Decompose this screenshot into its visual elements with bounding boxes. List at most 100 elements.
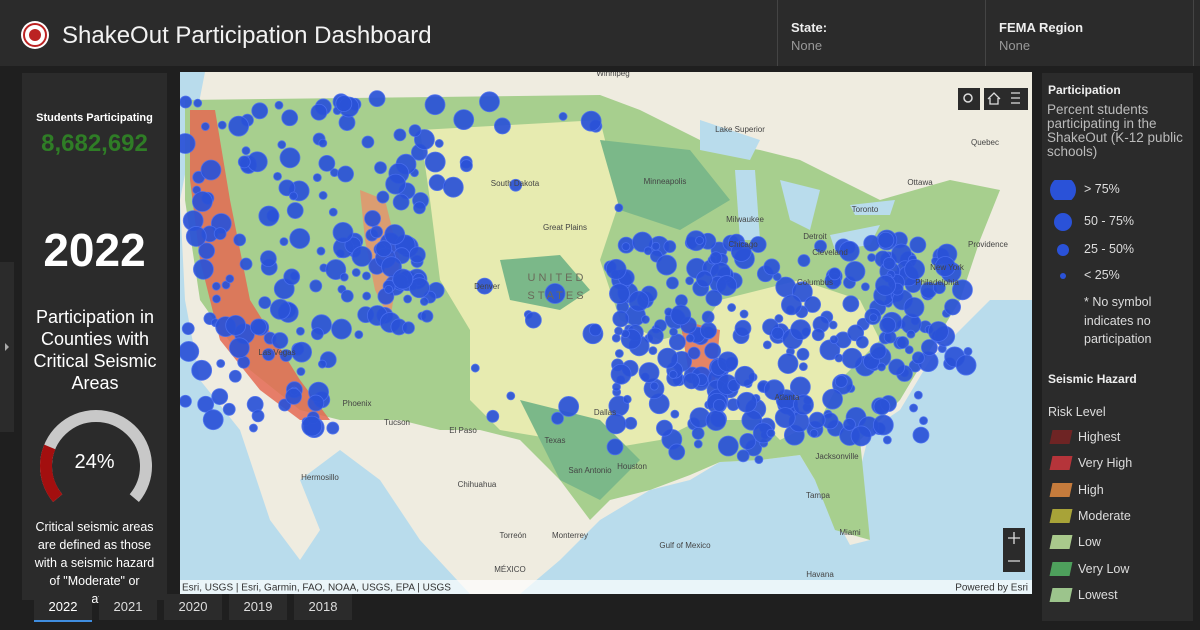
county-symbol [241, 146, 251, 156]
county-symbol [277, 140, 287, 150]
county-symbol [696, 270, 713, 288]
year-tab[interactable]: 2021 [99, 594, 157, 620]
county-symbol [850, 425, 872, 447]
county-symbol [362, 271, 371, 281]
county-symbol [863, 234, 881, 252]
map-label: Lake Superior [715, 125, 765, 134]
county-symbol [262, 348, 276, 361]
county-symbol [339, 272, 349, 282]
county-symbol [551, 411, 564, 425]
county-symbol [670, 304, 692, 326]
county-symbol [403, 294, 413, 304]
county-symbol [316, 246, 326, 256]
logo [21, 21, 49, 49]
hazard-swatch [1049, 508, 1073, 523]
county-symbol [766, 428, 776, 438]
county-symbol [246, 395, 264, 413]
county-symbol [610, 363, 632, 385]
county-symbol [251, 102, 269, 120]
county-symbol [717, 435, 739, 457]
fema-filter[interactable]: FEMA Region None [985, 0, 1194, 66]
county-symbol [225, 314, 247, 336]
students-label: Students Participating [36, 112, 153, 124]
county-symbol [781, 294, 802, 316]
seismic-title: Participation in Counties with Critical … [33, 307, 157, 393]
county-symbol [279, 237, 289, 247]
county-symbol [777, 353, 799, 374]
county-symbol [693, 439, 703, 449]
county-symbol [237, 155, 251, 169]
size-item: 25 - 50% [1042, 240, 1192, 260]
county-symbol [202, 409, 224, 431]
county-symbol [903, 297, 925, 318]
county-symbol [326, 421, 340, 435]
county-symbol [296, 367, 306, 376]
county-symbol [470, 363, 480, 373]
state-filter[interactable]: State: None [777, 0, 985, 66]
size-symbol [1050, 180, 1076, 200]
search-button[interactable] [958, 88, 980, 110]
legend-subtitle: Risk Level [1048, 405, 1106, 419]
map-label: Quebec [971, 138, 999, 147]
map-label: Monterrey [552, 531, 588, 540]
county-symbol [687, 346, 701, 360]
county-symbol [875, 274, 896, 296]
map-label: Houston [617, 462, 647, 471]
year-tab[interactable]: 2020 [164, 594, 222, 620]
county-symbol [393, 128, 407, 142]
county-symbol [291, 341, 313, 363]
hazard-label: Very Low [1078, 561, 1130, 576]
county-symbol [904, 345, 914, 355]
county-symbol [269, 298, 291, 320]
county-symbol [855, 335, 869, 349]
map-label: Tampa [806, 491, 831, 500]
county-symbol [913, 390, 923, 400]
county-symbol [351, 268, 361, 277]
county-symbol [384, 224, 406, 245]
county-symbol [233, 233, 247, 247]
county-symbol [705, 410, 727, 431]
county-symbol [337, 165, 354, 183]
county-symbol [834, 353, 844, 363]
size-symbol [1057, 244, 1069, 256]
county-symbol [873, 398, 891, 416]
county-symbol [328, 207, 338, 217]
map[interactable]: Winnipeg Lake Superior Quebec Ottawa Minneap… [180, 72, 1032, 594]
county-symbol [638, 362, 660, 383]
county-symbol [643, 246, 653, 256]
hazard-label: Moderate [1078, 508, 1131, 523]
side-toggle[interactable] [0, 262, 14, 432]
size-label: 50 - 75% [1084, 214, 1135, 228]
size-item: < 25% [1042, 266, 1192, 286]
county-symbol [909, 403, 918, 413]
county-symbol [774, 407, 796, 429]
county-symbol [828, 320, 838, 330]
county-symbol [374, 161, 387, 175]
county-symbol [796, 347, 810, 361]
size-label: 25 - 50% [1084, 242, 1135, 256]
county-symbol [656, 419, 673, 437]
county-symbol [906, 329, 916, 339]
county-symbol [506, 391, 516, 401]
county-symbol [869, 313, 878, 323]
gauge [40, 410, 152, 502]
map-label: Havana [806, 570, 834, 579]
year-tab[interactable]: 2018 [294, 594, 352, 620]
county-symbol [318, 191, 328, 200]
map-label: New York [930, 263, 965, 272]
county-symbol [273, 171, 282, 181]
year-tab[interactable]: 2019 [229, 594, 287, 620]
county-symbol [919, 416, 928, 426]
map-label: Ottawa [907, 178, 933, 187]
county-symbol [920, 339, 938, 356]
county-symbol [460, 159, 473, 173]
county-symbol [180, 95, 193, 109]
county-symbol [310, 327, 324, 341]
county-symbol [716, 275, 738, 296]
year-tab[interactable]: 2022 [34, 594, 92, 622]
county-symbol [211, 388, 229, 406]
size-label: < 25% [1084, 268, 1120, 282]
county-symbol [589, 323, 602, 337]
county-symbol [384, 284, 394, 294]
county-symbol [877, 362, 886, 372]
